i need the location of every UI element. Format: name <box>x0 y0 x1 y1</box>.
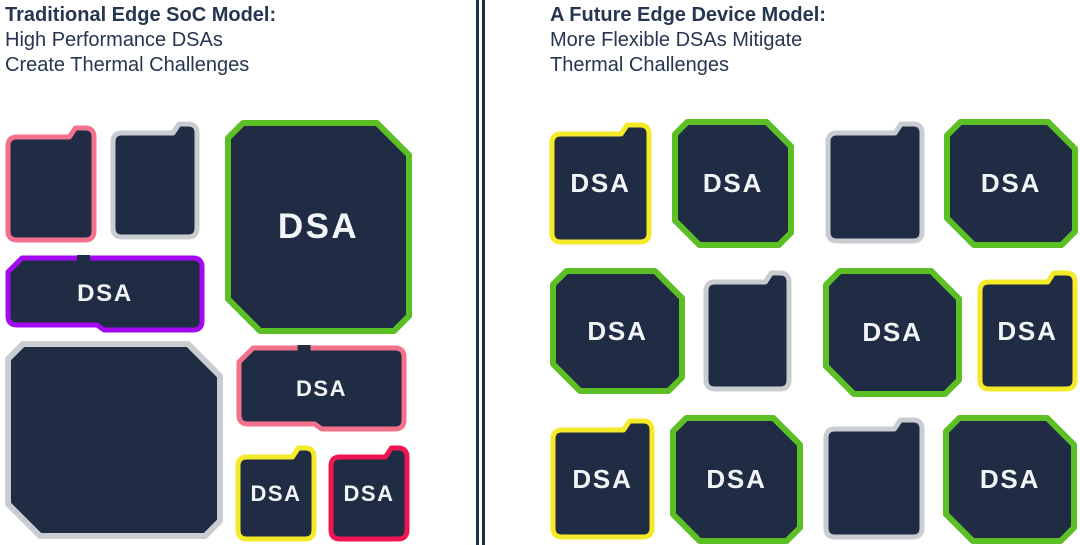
chip-yellow-small: DSA <box>235 445 317 542</box>
chip-outline-icon <box>672 119 794 248</box>
left-panel-title-line3: Create Thermal Challenges <box>5 54 250 76</box>
chip-outline-icon <box>235 445 317 542</box>
chip-outline-icon <box>549 122 652 245</box>
chip-r3c4-green: DSA <box>943 415 1077 544</box>
chip-r3c2-green: DSA <box>670 415 803 544</box>
chip-r1c1-yellow: DSA <box>549 122 652 245</box>
chip-r1c3-gray <box>825 121 925 244</box>
chip-label: DSA <box>77 280 133 307</box>
chip-outline-icon <box>670 415 803 544</box>
chip-label: DSA <box>343 480 395 506</box>
chip-label: DSA <box>979 464 1041 494</box>
chip-label: DSA <box>706 464 767 494</box>
chip-outline-icon <box>944 119 1078 248</box>
chip-label: DSA <box>587 315 648 346</box>
chip-label: DSA <box>572 463 633 494</box>
chip-outline-icon <box>5 341 223 539</box>
chip-outline-icon <box>5 255 205 333</box>
chip-outline-icon <box>823 417 925 540</box>
right-panel-title-line3: Thermal Challenges <box>550 54 729 76</box>
chip-r1c4-green: DSA <box>944 119 1078 248</box>
chip-label: DSA <box>980 168 1042 198</box>
chip-label: DSA <box>862 317 923 347</box>
chip-outline-icon <box>550 268 685 394</box>
chip-r2c2-gray <box>703 270 792 392</box>
left-panel-title: Traditional Edge SoC Model: High Perform… <box>5 3 276 78</box>
chip-pink-small <box>5 125 97 243</box>
chip-r2c3-green: DSA <box>823 268 962 397</box>
left-panel-title-line2: High Performance DSAs <box>5 29 223 51</box>
chip-outline-icon <box>977 270 1078 392</box>
right-panel-title-heading: A Future Edge Device Model: <box>550 4 826 26</box>
chip-gray-large <box>5 341 223 539</box>
right-panel-title: A Future Edge Device Model: More Flexibl… <box>550 3 826 78</box>
left-panel-title-heading: Traditional Edge SoC Model: <box>5 4 277 26</box>
chip-label: DSA <box>295 375 348 401</box>
panel-divider-line <box>482 0 485 545</box>
chip-gray-small <box>110 121 200 240</box>
panel-divider-line <box>476 0 479 545</box>
chip-label: DSA <box>277 207 360 246</box>
chip-outline-icon <box>110 121 200 240</box>
chip-outline-icon <box>5 125 97 243</box>
chip-outline-icon <box>703 270 792 392</box>
chip-r2c4-yellow: DSA <box>977 270 1078 392</box>
chip-r3c3-gray <box>823 417 925 540</box>
chip-outline-icon <box>225 120 412 334</box>
chip-green-large: DSA <box>225 120 412 334</box>
chip-outline-icon <box>328 445 410 542</box>
chip-r3c1-yellow: DSA <box>550 418 655 540</box>
chip-top-notch <box>77 255 90 265</box>
chip-crimson-small: DSA <box>328 445 410 542</box>
chip-r2c1-green: DSA <box>550 268 685 394</box>
chip-outline-icon <box>823 268 962 397</box>
chip-pink-wide: DSA <box>236 345 407 432</box>
chip-purple-wide: DSA <box>5 255 205 333</box>
chip-label: DSA <box>702 168 764 198</box>
chip-label: DSA <box>250 480 302 506</box>
chip-outline-icon <box>236 345 407 432</box>
right-panel-title-line2: More Flexible DSAs Mitigate <box>550 29 803 51</box>
chip-outline-icon <box>825 121 925 244</box>
chip-label: DSA <box>997 315 1058 346</box>
chip-label: DSA <box>570 168 631 198</box>
chip-outline-icon <box>943 415 1077 544</box>
chip-top-notch <box>297 345 311 355</box>
chip-outline-icon <box>550 418 655 540</box>
chip-r1c2-green: DSA <box>672 119 794 248</box>
